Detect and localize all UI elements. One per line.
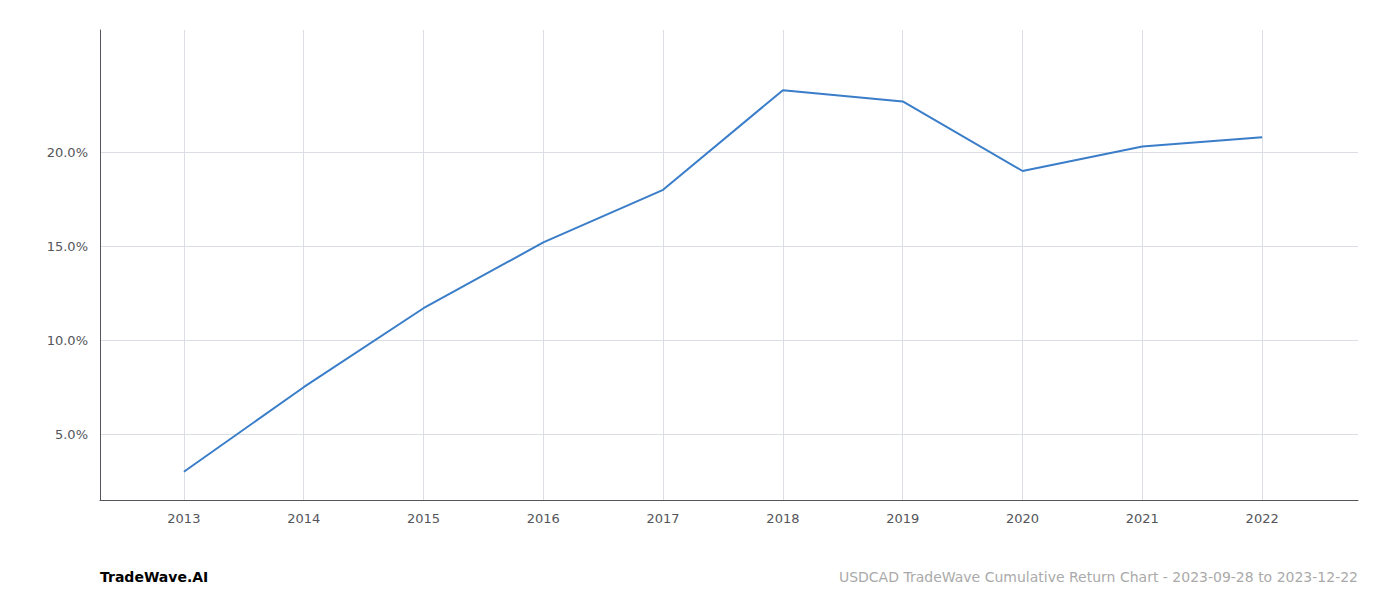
svg-text:2015: 2015 <box>407 511 440 526</box>
svg-text:2020: 2020 <box>1006 511 1039 526</box>
svg-text:2016: 2016 <box>527 511 560 526</box>
svg-text:15.0%: 15.0% <box>47 239 88 254</box>
svg-text:2013: 2013 <box>167 511 200 526</box>
svg-text:2022: 2022 <box>1246 511 1279 526</box>
svg-text:TradeWave.AI: TradeWave.AI <box>100 569 208 585</box>
svg-text:2019: 2019 <box>886 511 919 526</box>
svg-text:USDCAD TradeWave Cumulative Re: USDCAD TradeWave Cumulative Return Chart… <box>839 569 1358 585</box>
svg-text:2018: 2018 <box>766 511 799 526</box>
svg-text:10.0%: 10.0% <box>47 333 88 348</box>
svg-text:5.0%: 5.0% <box>55 427 88 442</box>
svg-text:2021: 2021 <box>1126 511 1159 526</box>
svg-text:2014: 2014 <box>287 511 320 526</box>
svg-text:20.0%: 20.0% <box>47 145 88 160</box>
svg-text:2017: 2017 <box>647 511 680 526</box>
